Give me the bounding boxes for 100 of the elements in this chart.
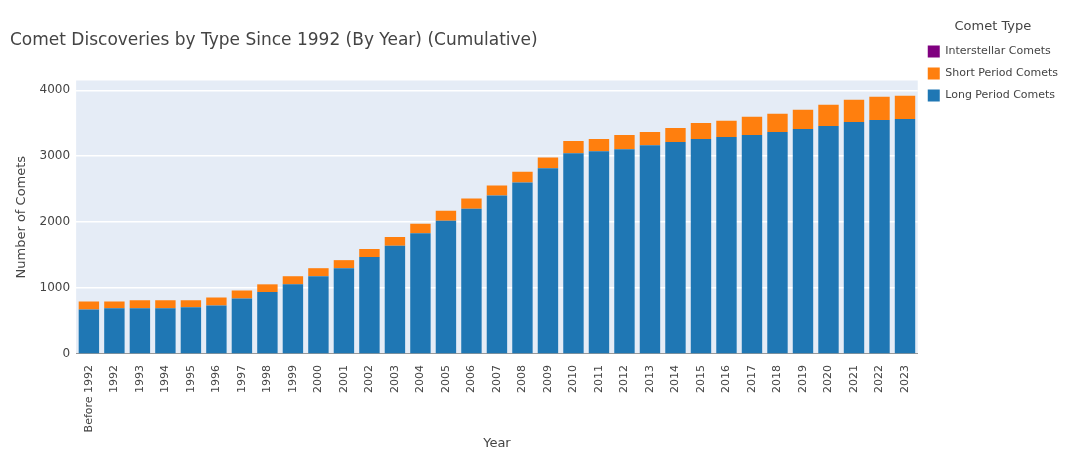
bar bbox=[894, 95, 916, 119]
bar bbox=[486, 185, 508, 196]
x-tick-label: 1998 bbox=[260, 364, 274, 393]
bar bbox=[410, 233, 431, 354]
bar bbox=[359, 257, 380, 354]
x-tick-label: 1999 bbox=[285, 364, 299, 393]
bar bbox=[129, 300, 151, 309]
bar bbox=[155, 308, 176, 354]
x-tick-label: 2018 bbox=[770, 364, 784, 393]
bar bbox=[231, 298, 253, 354]
bar bbox=[639, 145, 661, 354]
bar bbox=[690, 122, 712, 140]
x-tick-label: 2023 bbox=[897, 364, 911, 393]
y-tick-label: 4000 bbox=[39, 82, 71, 97]
x-tick-label: 2022 bbox=[872, 364, 886, 393]
x-tick-label: 2001 bbox=[336, 364, 350, 393]
bar bbox=[257, 284, 278, 293]
bar bbox=[282, 276, 304, 285]
legend-label: Short Period Comets bbox=[945, 66, 1059, 80]
bar bbox=[384, 245, 406, 354]
bar bbox=[792, 128, 814, 354]
x-tick-label: 2020 bbox=[821, 364, 835, 393]
bar bbox=[563, 141, 584, 154]
bar bbox=[665, 127, 686, 143]
y-tick-label: 2000 bbox=[39, 214, 71, 229]
bar bbox=[869, 119, 890, 354]
bar bbox=[716, 137, 737, 354]
x-tick-label: 1994 bbox=[158, 364, 172, 393]
bar bbox=[690, 139, 712, 354]
bar bbox=[512, 171, 533, 183]
x-tick-label: 2002 bbox=[362, 364, 376, 393]
x-tick-label: 2011 bbox=[591, 364, 605, 393]
bar bbox=[741, 135, 763, 354]
bar bbox=[257, 292, 278, 354]
bar bbox=[206, 297, 227, 306]
x-tick-label: 1995 bbox=[183, 364, 197, 393]
bar bbox=[767, 113, 788, 133]
bar bbox=[869, 96, 890, 120]
x-tick-label: 2003 bbox=[387, 364, 401, 393]
bar bbox=[818, 104, 839, 126]
bar bbox=[843, 121, 865, 354]
x-tick-label: 2000 bbox=[311, 364, 325, 393]
bar bbox=[767, 132, 788, 354]
bar bbox=[333, 260, 355, 269]
bar bbox=[818, 125, 839, 354]
bar bbox=[104, 301, 125, 309]
x-tick-label: 1997 bbox=[234, 364, 248, 393]
bar bbox=[512, 182, 533, 354]
bar bbox=[894, 118, 916, 354]
bar bbox=[461, 198, 482, 209]
bar bbox=[537, 157, 559, 169]
y-axis-title: Number of Comets bbox=[13, 155, 29, 279]
bar bbox=[410, 223, 431, 234]
bar bbox=[614, 149, 635, 354]
bar bbox=[155, 300, 176, 309]
x-tick-label: 2012 bbox=[617, 364, 631, 393]
x-tick-label: 2010 bbox=[566, 364, 580, 393]
x-tick-label: 2013 bbox=[642, 364, 656, 393]
x-tick-label: 2005 bbox=[438, 364, 452, 393]
bar bbox=[588, 139, 610, 152]
bar bbox=[308, 268, 329, 277]
bar bbox=[461, 208, 482, 354]
bar bbox=[486, 195, 508, 354]
bar bbox=[435, 210, 457, 221]
x-tick-label: 1993 bbox=[132, 364, 146, 393]
x-tick-label: 2006 bbox=[464, 364, 478, 393]
bar bbox=[206, 305, 227, 354]
bar bbox=[333, 268, 355, 354]
bar bbox=[104, 308, 125, 354]
y-tick-label: 0 bbox=[62, 346, 71, 361]
y-tick-label: 1000 bbox=[39, 280, 71, 295]
bar bbox=[435, 220, 457, 354]
bar bbox=[384, 236, 406, 246]
legend-label: Interstellar Comets bbox=[945, 44, 1051, 58]
bar bbox=[639, 132, 661, 146]
bar bbox=[129, 308, 151, 354]
bar bbox=[231, 290, 253, 299]
x-axis-title: Year bbox=[482, 434, 512, 450]
x-tick-label: Before 1992 bbox=[81, 364, 95, 433]
bar bbox=[563, 153, 584, 354]
x-tick-label: 2021 bbox=[846, 364, 860, 393]
bar bbox=[843, 99, 865, 122]
bar bbox=[792, 109, 814, 129]
bar bbox=[78, 301, 100, 310]
x-tick-label: 2004 bbox=[413, 364, 427, 393]
bar bbox=[716, 120, 737, 138]
legend-label: Long Period Comets bbox=[945, 88, 1056, 102]
bar bbox=[588, 151, 610, 354]
bar bbox=[78, 309, 100, 354]
x-tick-label: 2017 bbox=[744, 364, 758, 393]
x-tick-label: 2014 bbox=[668, 364, 682, 393]
x-tick-label: 2019 bbox=[795, 364, 809, 393]
bar bbox=[665, 142, 686, 354]
bar bbox=[741, 116, 763, 136]
x-tick-label: 2016 bbox=[719, 364, 733, 393]
bar bbox=[614, 135, 635, 150]
bar bbox=[282, 284, 304, 354]
bar bbox=[180, 307, 202, 354]
x-tick-label: 2009 bbox=[540, 364, 554, 393]
x-tick-label: 2015 bbox=[693, 364, 707, 393]
